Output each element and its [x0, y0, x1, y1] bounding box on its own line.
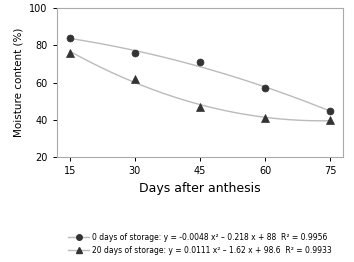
X-axis label: Days after anthesis: Days after anthesis — [139, 182, 261, 195]
Legend: 0 days of storage: y = -0.0048 x² – 0.218 x + 88  R² = 0.9956, 20 days of storag: 0 days of storage: y = -0.0048 x² – 0.21… — [68, 233, 332, 254]
Y-axis label: Moisture content (%): Moisture content (%) — [14, 28, 24, 137]
